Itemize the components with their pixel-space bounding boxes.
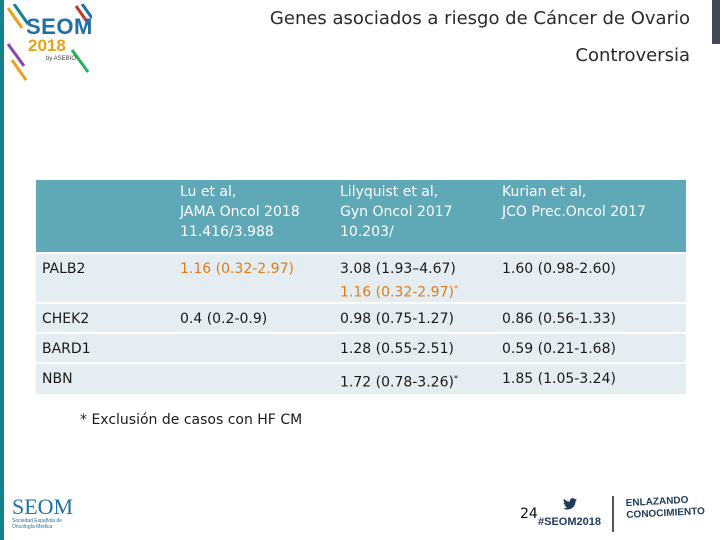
header-line: JCO Prec.Oncol 2017 bbox=[502, 204, 646, 220]
page-number: 24 bbox=[520, 506, 538, 522]
tagline: ENLAZANDO CONOCIMIENTO bbox=[625, 494, 705, 522]
slide-title: Genes asociados a riesgo de Cáncer de Ov… bbox=[269, 8, 690, 29]
value-cell-kurian: 1.60 (0.98-2.60) bbox=[502, 261, 616, 277]
value-cell-lilyquist: 0.98 (0.75-1.27) bbox=[340, 311, 454, 327]
logo-small-text: by ASEBIO bbox=[46, 56, 77, 62]
value-text: 1.72 (0.78-3.26) bbox=[340, 374, 454, 391]
asterisk-mark: * bbox=[453, 284, 458, 293]
twitter-bird-icon bbox=[563, 498, 577, 510]
value-cell-lilyquist: 3.08 (1.93–4.67) 1.16 (0.32-2.97)* bbox=[340, 254, 458, 303]
gene-cell: CHEK2 bbox=[42, 311, 90, 327]
header-line: Lu et al, bbox=[180, 184, 237, 200]
value-cell-lu: 0.4 (0.2-0.9) bbox=[180, 311, 268, 327]
header-cell-kurian: Kurian et al, JCO Prec.Oncol 2017 bbox=[502, 180, 646, 222]
header-line: Lilyquist et al, bbox=[340, 184, 439, 200]
header-line: Gyn Oncol 2017 bbox=[340, 204, 453, 220]
header-line: JAMA Oncol 2018 bbox=[180, 204, 300, 220]
header-line: 11.416/3.988 bbox=[180, 224, 274, 240]
seom-footer-logo: SEOM Sociedad Española de Oncología Médi… bbox=[12, 494, 92, 538]
footer-logo-subtitle: Sociedad Española de Oncología Médica bbox=[12, 518, 63, 530]
footer-logo-title: SEOM bbox=[12, 494, 74, 519]
seom-2018-logo: SEOM 2018 by ASEBIO bbox=[6, 4, 92, 82]
logo-stripes-graphic bbox=[6, 4, 92, 81]
table-row-palb2: PALB2 1.16 (0.32-2.97) 3.08 (1.93–4.67) … bbox=[36, 252, 686, 302]
table-row-nbn: NBN 1.72 (0.78-3.26)* 1.85 (1.05-3.24) bbox=[36, 362, 686, 394]
table-row-chek2: CHEK2 0.4 (0.2-0.9) 0.98 (0.75-1.27) 0.8… bbox=[36, 302, 686, 332]
value-line: 3.08 (1.93–4.67) bbox=[340, 261, 456, 277]
left-accent-bar bbox=[0, 0, 4, 540]
header-line: 10.203/ bbox=[340, 224, 394, 240]
gene-cell: BARD1 bbox=[42, 341, 91, 357]
right-accent-bar bbox=[712, 0, 720, 44]
value-line-highlight: 1.16 (0.32-2.97)* bbox=[340, 279, 458, 303]
header-cell-lilyquist: Lilyquist et al, Gyn Oncol 2017 10.203/ bbox=[340, 180, 453, 242]
table-header-row: Lu et al, JAMA Oncol 2018 11.416/3.988 L… bbox=[36, 180, 686, 252]
logo-seom-text: SEOM bbox=[26, 14, 93, 39]
slide-subtitle: Controversia bbox=[575, 45, 690, 66]
asterisk-mark: * bbox=[453, 374, 458, 383]
header-line: Kurian et al, bbox=[502, 184, 587, 200]
gene-cell: PALB2 bbox=[42, 261, 86, 277]
value-cell-lu: 1.16 (0.32-2.97) bbox=[180, 261, 294, 277]
value-cell-kurian: 1.85 (1.05-3.24) bbox=[502, 371, 616, 387]
logo-year-text: 2018 bbox=[28, 36, 66, 55]
value-text: 1.16 (0.32-2.97) bbox=[340, 284, 454, 301]
table-row-bard1: BARD1 1.28 (0.55-2.51) 0.59 (0.21-1.68) bbox=[36, 332, 686, 362]
footnote: * Exclusión de casos con HF CM bbox=[80, 412, 303, 428]
gene-risk-table: Lu et al, JAMA Oncol 2018 11.416/3.988 L… bbox=[36, 180, 686, 394]
value-cell-kurian: 0.59 (0.21-1.68) bbox=[502, 341, 616, 357]
gene-cell: NBN bbox=[42, 371, 73, 387]
header-cell-lu: Lu et al, JAMA Oncol 2018 11.416/3.988 bbox=[180, 180, 300, 242]
footer-divider bbox=[612, 496, 614, 532]
value-cell-kurian: 0.86 (0.56-1.33) bbox=[502, 311, 616, 327]
value-cell-lilyquist: 1.72 (0.78-3.26)* bbox=[340, 364, 458, 393]
hashtag-label: #SEOM2018 bbox=[538, 516, 601, 528]
value-cell-lilyquist: 1.28 (0.55-2.51) bbox=[340, 341, 454, 357]
